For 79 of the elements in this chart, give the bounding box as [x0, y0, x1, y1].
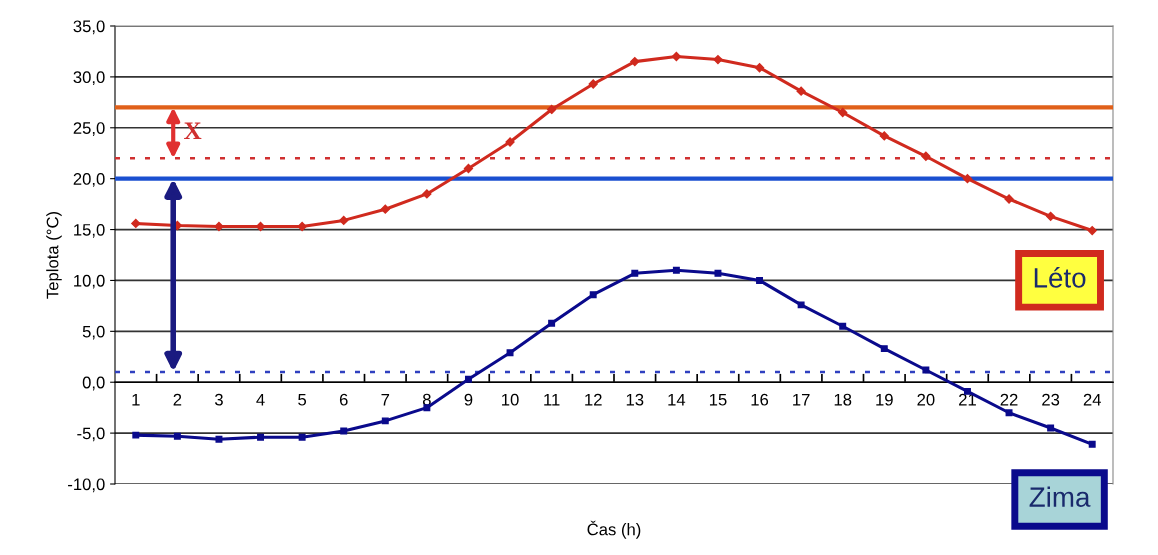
x-tick-label: 12: [585, 393, 602, 406]
point: [173, 432, 181, 440]
point: [756, 276, 764, 284]
x-tick-label: 15: [709, 393, 727, 406]
point: [796, 86, 806, 96]
y-tick-label: 25,0: [73, 122, 105, 136]
x-tick-label: 17: [793, 393, 810, 406]
point: [257, 433, 265, 441]
y-tick-label: 15,0: [74, 223, 105, 238]
point: [422, 189, 432, 199]
point: [548, 319, 556, 327]
point: [630, 56, 640, 67]
point: [838, 107, 848, 118]
x-tick-label: 4: [256, 393, 265, 406]
point: [339, 215, 349, 226]
point: [506, 349, 514, 357]
x-axis-title: Čas (h): [587, 520, 641, 539]
point: [1047, 424, 1055, 432]
point: [132, 431, 140, 439]
x-tick-label: 22: [1000, 393, 1018, 406]
x-tick-label: 16: [751, 393, 769, 406]
point: [879, 131, 889, 141]
point: [215, 435, 223, 443]
x-tick-label: 21: [959, 393, 976, 406]
series-label: Léto: [1034, 267, 1086, 288]
x-tick-label: 19: [876, 393, 893, 406]
x-tick-label: 13: [626, 393, 644, 406]
series-label: Zima: [1029, 486, 1091, 507]
point: [714, 269, 722, 277]
point: [880, 345, 888, 353]
y-tick-label: 30,0: [73, 71, 105, 86]
y-tick-label: 10,0: [74, 274, 105, 289]
x-tick-label: 14: [668, 393, 686, 406]
point: [672, 266, 680, 274]
y-tick-label: -5,0: [77, 427, 105, 442]
point: [380, 204, 390, 214]
point: [464, 375, 472, 383]
x-tick-label: 10: [502, 393, 519, 406]
point: [922, 366, 930, 374]
x-tick-label: 7: [381, 393, 390, 406]
x-tick-label: 8: [422, 393, 431, 406]
point: [797, 301, 805, 309]
point: [713, 54, 723, 65]
point: [547, 104, 557, 115]
point: [131, 218, 141, 229]
point: [839, 322, 847, 330]
y-tick-label: 20,0: [73, 173, 105, 187]
point: [381, 417, 389, 425]
point: [671, 51, 681, 62]
x-tick-label: 5: [298, 393, 307, 406]
point: [298, 433, 306, 441]
point: [214, 221, 224, 232]
point: [1046, 211, 1056, 221]
point: [1088, 440, 1096, 448]
y-tick-label: -10,0: [68, 478, 105, 493]
point: [962, 174, 973, 184]
y-tick-label: 35,0: [73, 20, 105, 35]
x-tick-label: 23: [1042, 393, 1060, 406]
x-tick-label: 11: [544, 393, 560, 406]
point: [754, 63, 765, 73]
point: [297, 221, 307, 232]
x-tick-label: 18: [834, 393, 852, 406]
point: [340, 427, 348, 435]
y-axis-title: Teplota (°C): [46, 211, 62, 299]
x-tick-label: 9: [464, 393, 473, 406]
x-tick-label: 6: [339, 393, 348, 406]
x-tick-label: 2: [173, 393, 182, 406]
y-tick-label: 0,0: [82, 376, 105, 391]
point: [1087, 225, 1097, 236]
point: [631, 269, 639, 277]
point: [1005, 409, 1013, 417]
x-tick-label: 24: [1083, 393, 1101, 406]
x-tick-label: 3: [214, 393, 223, 406]
y-tick-label: 5,0: [82, 325, 105, 340]
point: [589, 291, 597, 299]
x-tick-label: 20: [917, 393, 935, 406]
x-tick-label: 1: [132, 393, 140, 406]
point: [588, 79, 598, 89]
point: [921, 151, 931, 161]
